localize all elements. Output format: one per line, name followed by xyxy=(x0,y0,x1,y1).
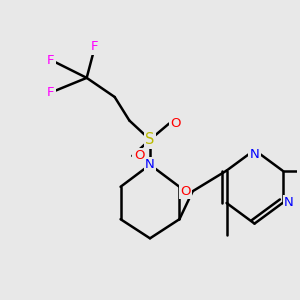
Text: O: O xyxy=(180,185,190,198)
Text: F: F xyxy=(47,54,54,67)
Text: N: N xyxy=(284,196,294,209)
Text: S: S xyxy=(145,132,155,147)
Text: N: N xyxy=(145,158,155,171)
Text: F: F xyxy=(90,40,98,53)
Text: O: O xyxy=(134,149,144,162)
Text: F: F xyxy=(47,86,54,99)
Text: N: N xyxy=(250,148,260,161)
Text: O: O xyxy=(171,117,181,130)
